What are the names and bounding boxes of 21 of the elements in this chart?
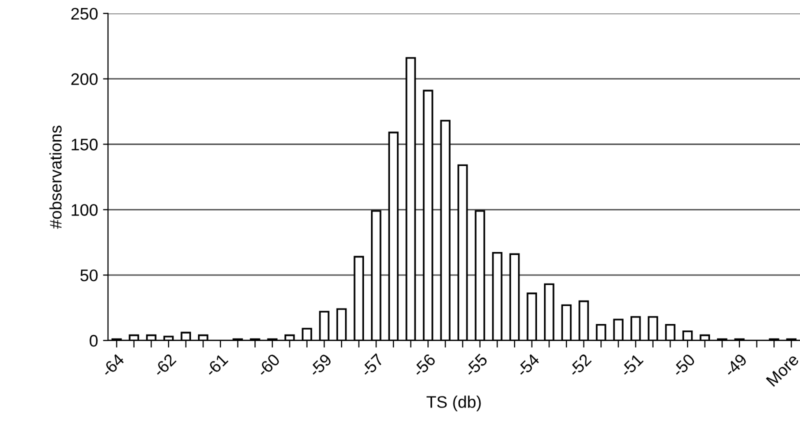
x-tick-label: -51 [620,353,644,378]
x-tick-label: -49 [723,353,748,378]
x-tick-label: -56 [412,353,436,378]
x-tick-label: -62 [152,353,177,378]
x-tick-label: -59 [308,353,332,378]
y-tick-label: 0 [90,334,98,347]
x-tick-label: -64 [100,352,125,378]
x-tick-label: -54 [516,353,540,378]
y-tick-label: 250 [71,8,98,20]
x-tick-label: -50 [671,353,696,378]
x-tick-label: -57 [360,353,384,378]
x-tick-label: -60 [256,353,281,378]
x-axis-title: TS (db) [426,396,481,412]
x-tick-label: -55 [464,353,488,378]
y-tick-label: 200 [71,73,98,86]
x-tick-label: -61 [204,353,229,378]
y-tick-label: 50 [80,269,98,282]
y-tick-label: 150 [72,138,98,150]
y-axis-title: #observations [49,126,62,229]
y-tick-label: 100 [72,204,98,216]
x-tick-label: -52 [568,353,592,378]
